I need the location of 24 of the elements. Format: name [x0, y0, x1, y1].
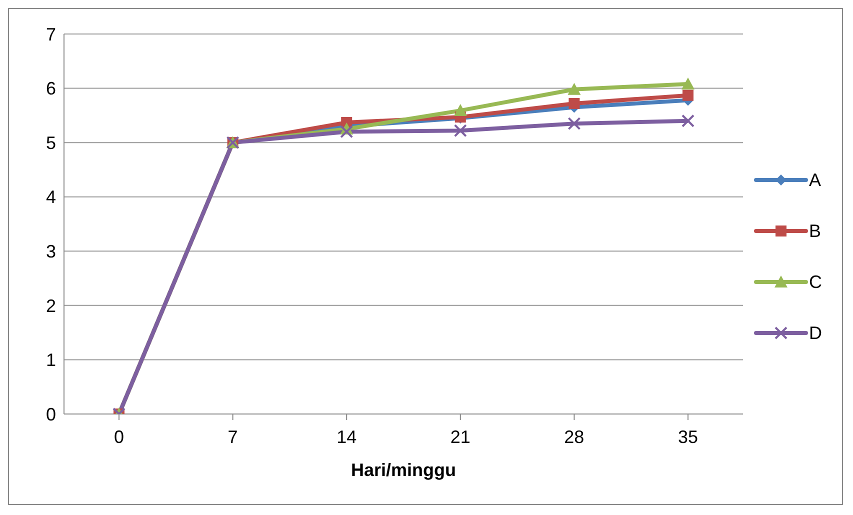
point: [568, 82, 581, 95]
x-tick-label: 21: [450, 426, 470, 447]
y-tick-label: 7: [46, 24, 56, 44]
legend-label: A: [809, 170, 822, 190]
y-tick-label: 3: [46, 242, 56, 262]
point: [454, 104, 467, 116]
x-tick-label: 0: [114, 426, 124, 447]
y-tick-label: 2: [46, 296, 56, 316]
legend-label: D: [809, 322, 822, 344]
y-tick-label: 0: [46, 404, 56, 424]
x-tick-label: 35: [678, 426, 698, 447]
y-tick-label: 1: [46, 350, 56, 370]
x-tick-label: 7: [228, 426, 238, 447]
x-tick-label: 14: [336, 426, 357, 447]
legend-label: C: [809, 272, 822, 292]
legend-label: B: [809, 220, 822, 242]
x-tick-label: 28: [564, 426, 584, 447]
y-tick-label: 6: [46, 78, 56, 99]
y-tick-label: 4: [46, 187, 56, 208]
y-tick-label: 5: [46, 132, 56, 153]
x-axis-title: Hari/minggu: [350, 460, 456, 480]
point: [568, 98, 580, 109]
point: [682, 90, 694, 101]
point: [682, 77, 694, 90]
